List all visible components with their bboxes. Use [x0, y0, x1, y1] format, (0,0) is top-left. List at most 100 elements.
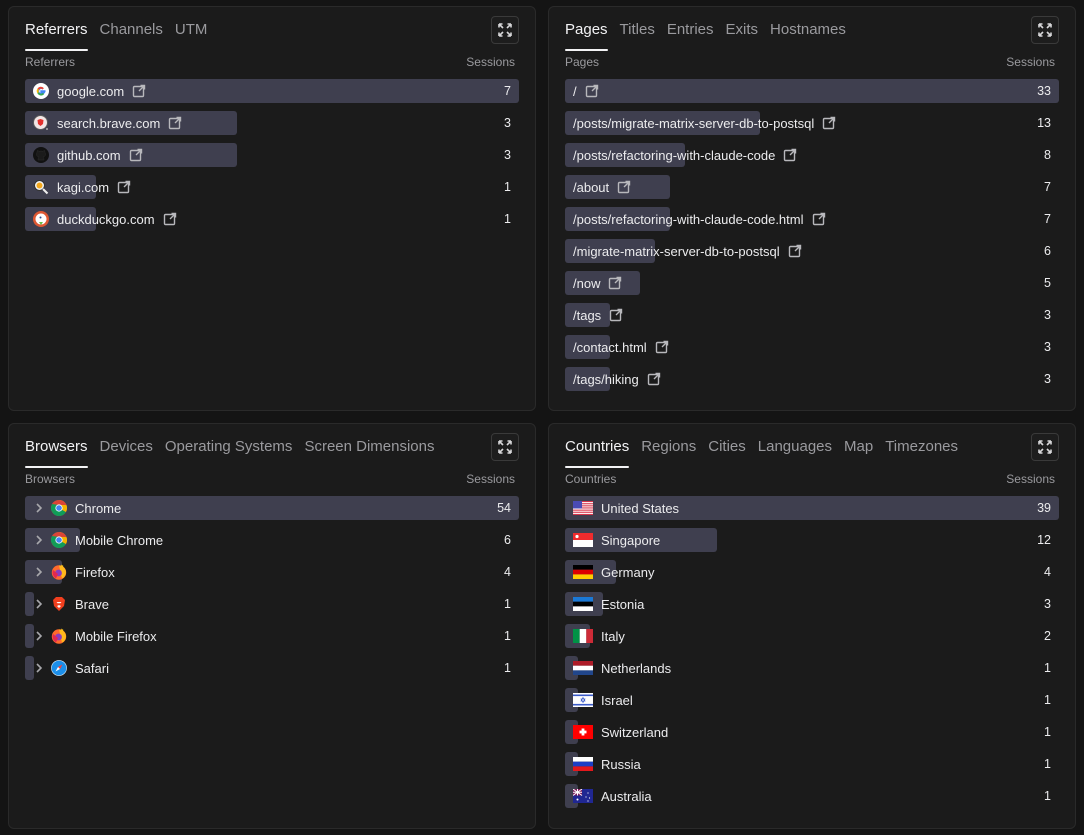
list-item[interactable]: Safari 1: [25, 656, 519, 680]
expand-button[interactable]: [491, 433, 519, 461]
list-item[interactable]: kagi.com 1: [25, 175, 519, 199]
sessions-value: 8: [1044, 148, 1051, 162]
expand-button[interactable]: [1031, 433, 1059, 461]
expand-button[interactable]: [1031, 16, 1059, 44]
tab-screen-dimensions[interactable]: Screen Dimensions: [304, 438, 435, 455]
external-link-icon[interactable]: [117, 180, 131, 194]
sg-flag-icon: [573, 533, 593, 547]
value-bar: [565, 271, 640, 295]
page-path: /tags/hiking: [573, 371, 639, 387]
list-item[interactable]: Chrome 54: [25, 496, 519, 520]
tab-pages[interactable]: Pages: [565, 19, 608, 51]
list-item[interactable]: /tags 3: [565, 303, 1059, 327]
country-label: Australia: [601, 788, 652, 804]
tab-devices[interactable]: Devices: [99, 438, 153, 455]
list-item[interactable]: /about 7: [565, 175, 1059, 199]
tab-exits[interactable]: Exits: [725, 21, 759, 38]
tab-titles[interactable]: Titles: [619, 21, 655, 38]
tab-operating-systems[interactable]: Operating Systems: [164, 438, 293, 455]
external-link-icon[interactable]: [617, 180, 631, 194]
external-link-icon[interactable]: [812, 212, 826, 226]
tab-languages[interactable]: Languages: [757, 438, 833, 455]
external-link-icon[interactable]: [163, 212, 177, 226]
list-item[interactable]: search.brave.com 3: [25, 111, 519, 135]
external-link-icon[interactable]: [788, 244, 802, 258]
value-bar: [25, 656, 35, 680]
external-link-icon[interactable]: [655, 340, 669, 354]
list-item[interactable]: google.com 7: [25, 79, 519, 103]
list-item[interactable]: Netherlands 1: [565, 656, 1059, 680]
google-icon: [33, 83, 49, 99]
list-item[interactable]: Switzerland 1: [565, 720, 1059, 744]
chevron-right-icon[interactable]: [33, 597, 45, 611]
chevron-right-icon[interactable]: [33, 533, 45, 547]
page-path: /migrate-matrix-server-db-to-postsql: [573, 243, 780, 259]
sessions-column-label: Sessions: [466, 472, 515, 486]
expand-icon: [498, 23, 512, 37]
list-item[interactable]: Mobile Firefox 1: [25, 624, 519, 648]
list-item[interactable]: /now 5: [565, 271, 1059, 295]
external-link-icon[interactable]: [585, 84, 599, 98]
sessions-value: 1: [1044, 757, 1051, 771]
chevron-right-icon[interactable]: [33, 565, 45, 579]
list-item[interactable]: United States 39: [565, 496, 1059, 520]
external-link-icon[interactable]: [822, 116, 836, 130]
external-link-icon[interactable]: [783, 148, 797, 162]
tab-hostnames[interactable]: Hostnames: [770, 21, 846, 38]
list-item[interactable]: Estonia 3: [565, 592, 1059, 616]
list-item[interactable]: /posts/refactoring-with-claude-code.html…: [565, 207, 1059, 231]
column-label: Browsers: [25, 472, 76, 486]
list-item[interactable]: duckduckgo.com 1: [25, 207, 519, 231]
list-item[interactable]: /migrate-matrix-server-db-to-postsql 6: [565, 239, 1059, 263]
safari-icon: [51, 660, 67, 676]
external-link-icon[interactable]: [168, 116, 182, 130]
chevron-right-icon[interactable]: [33, 629, 45, 643]
column-header: Pages Sessions: [565, 55, 1055, 69]
expand-button[interactable]: [491, 16, 519, 44]
list-item[interactable]: Israel 1: [565, 688, 1059, 712]
github-icon: [33, 147, 49, 163]
tab-countries[interactable]: Countries: [565, 436, 630, 468]
chevron-right-icon[interactable]: [33, 501, 45, 515]
list-item[interactable]: Singapore 12: [565, 528, 1059, 552]
value-bar: [565, 496, 1059, 520]
tab-entries[interactable]: Entries: [666, 21, 714, 38]
page-path: /contact.html: [573, 339, 647, 355]
list-item[interactable]: Italy 2: [565, 624, 1059, 648]
tab-map[interactable]: Map: [844, 438, 874, 455]
browser-label: Safari: [75, 660, 109, 676]
list-item[interactable]: /contact.html 3: [565, 335, 1059, 359]
list-item[interactable]: /tags/hiking 3: [565, 367, 1059, 391]
browsers-list: Chrome 54 Mobile Chrome 6 Firefox 4 Brav…: [25, 496, 519, 688]
value-bar: [565, 367, 610, 391]
list-item[interactable]: Australia 1: [565, 784, 1059, 808]
tab-cities[interactable]: Cities: [708, 438, 746, 455]
list-item[interactable]: Brave 1: [25, 592, 519, 616]
expand-icon: [1038, 440, 1052, 454]
list-item[interactable]: /posts/refactoring-with-claude-code 8: [565, 143, 1059, 167]
external-link-icon[interactable]: [647, 372, 661, 386]
list-item[interactable]: Germany 4: [565, 560, 1059, 584]
value-bar: [565, 239, 655, 263]
list-item[interactable]: /posts/migrate-matrix-server-db-to-posts…: [565, 111, 1059, 135]
chevron-right-icon[interactable]: [33, 661, 45, 675]
tab-timezones[interactable]: Timezones: [885, 438, 959, 455]
tab-channels[interactable]: Channels: [99, 21, 163, 38]
value-bar: [565, 335, 610, 359]
tab-referrers[interactable]: Referrers: [25, 19, 88, 51]
list-item[interactable]: / 33: [565, 79, 1059, 103]
tab-regions[interactable]: Regions: [641, 438, 697, 455]
external-link-icon[interactable]: [608, 276, 622, 290]
external-link-icon[interactable]: [132, 84, 146, 98]
list-item[interactable]: Russia 1: [565, 752, 1059, 776]
list-item[interactable]: Firefox 4: [25, 560, 519, 584]
external-link-icon[interactable]: [129, 148, 143, 162]
list-item[interactable]: github.com 3: [25, 143, 519, 167]
tab-browsers[interactable]: Browsers: [25, 436, 88, 468]
sessions-value: 4: [504, 565, 511, 579]
external-link-icon[interactable]: [609, 308, 623, 322]
sessions-value: 3: [1044, 597, 1051, 611]
tab-utm[interactable]: UTM: [174, 21, 208, 38]
list-item[interactable]: Mobile Chrome 6: [25, 528, 519, 552]
sessions-value: 3: [504, 116, 511, 130]
